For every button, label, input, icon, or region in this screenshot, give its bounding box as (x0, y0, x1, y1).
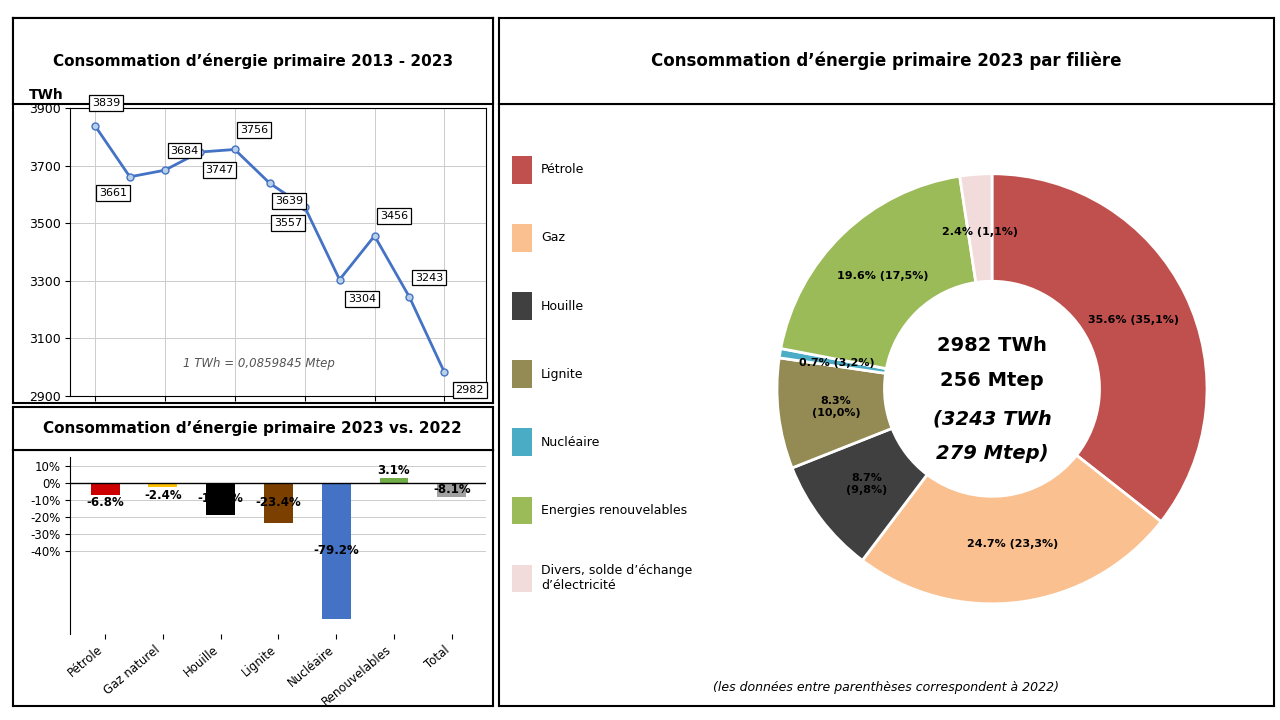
Text: 3557: 3557 (274, 218, 302, 228)
Text: 3684: 3684 (170, 145, 198, 156)
Text: Gaz: Gaz (541, 231, 566, 245)
Text: -23.4%: -23.4% (256, 496, 301, 510)
Text: Consommation d’énergie primaire 2023 vs. 2022: Consommation d’énergie primaire 2023 vs.… (44, 420, 462, 436)
Bar (148, 483, 178, 487)
Text: Consommation d’énergie primaire 2023 par filière: Consommation d’énergie primaire 2023 par… (652, 52, 1121, 71)
Text: 35.6% (35,1%): 35.6% (35,1%) (1088, 315, 1179, 325)
Text: 3639: 3639 (275, 196, 303, 206)
Text: 3756: 3756 (241, 125, 269, 135)
Wedge shape (792, 428, 927, 560)
Text: 3.1%: 3.1% (378, 464, 411, 477)
Bar (512, 428, 532, 456)
Bar (512, 564, 532, 593)
Bar (438, 483, 466, 497)
Text: 2982: 2982 (456, 385, 484, 395)
Text: 8.7%
(9,8%): 8.7% (9,8%) (846, 473, 888, 495)
Text: 3304: 3304 (348, 294, 376, 304)
Text: Houille: Houille (541, 300, 584, 312)
Bar (379, 477, 408, 483)
Bar (512, 156, 532, 184)
Text: 0.7% (3,2%): 0.7% (3,2%) (800, 358, 876, 368)
Text: 256 Mtep: 256 Mtep (941, 371, 1043, 390)
Bar (264, 483, 293, 523)
Text: 2982 TWh: 2982 TWh (937, 336, 1047, 355)
Text: Lignite: Lignite (541, 367, 584, 381)
Text: 8.3%
(10,0%): 8.3% (10,0%) (812, 396, 860, 418)
Text: 24.7% (23,3%): 24.7% (23,3%) (966, 539, 1057, 549)
Text: Pétrole: Pétrole (541, 163, 585, 176)
Bar (512, 225, 532, 252)
Text: Consommation d’énergie primaire 2013 - 2023: Consommation d’énergie primaire 2013 - 2… (52, 53, 453, 69)
Text: -6.8%: -6.8% (86, 496, 124, 509)
Text: Energies renouvelables: Energies renouvelables (541, 503, 687, 517)
Text: Divers, solde d’échange
d’électricité: Divers, solde d’échange d’électricité (541, 564, 692, 592)
Bar (321, 483, 351, 618)
Text: -18.5%: -18.5% (197, 492, 243, 505)
Text: 19.6% (17,5%): 19.6% (17,5%) (837, 271, 929, 281)
Text: 3243: 3243 (415, 273, 443, 282)
Bar (91, 483, 119, 495)
Text: -8.1%: -8.1% (433, 483, 471, 496)
Text: -79.2%: -79.2% (314, 544, 360, 557)
Text: 3456: 3456 (380, 211, 408, 221)
Wedge shape (960, 174, 992, 282)
Wedge shape (781, 176, 975, 369)
Text: (3243 TWh: (3243 TWh (933, 410, 1051, 428)
Bar (512, 361, 532, 388)
Bar (206, 483, 236, 515)
Text: -2.4%: -2.4% (145, 489, 182, 502)
Wedge shape (780, 348, 886, 373)
Text: 3839: 3839 (92, 98, 120, 108)
Text: 3747: 3747 (205, 165, 234, 175)
Wedge shape (992, 174, 1207, 522)
Text: TWh: TWh (29, 89, 64, 102)
Text: Nucléaire: Nucléaire (541, 436, 600, 449)
Text: 2.4% (1,1%): 2.4% (1,1%) (942, 228, 1018, 238)
Text: 3661: 3661 (100, 188, 127, 198)
Bar (512, 497, 532, 524)
Wedge shape (863, 455, 1161, 604)
Bar (512, 292, 532, 320)
Text: 1 TWh = 0,0859845 Mtep: 1 TWh = 0,0859845 Mtep (183, 357, 334, 370)
Wedge shape (777, 358, 892, 468)
Text: (les données entre parenthèses correspondent à 2022): (les données entre parenthèses correspon… (713, 680, 1060, 693)
Text: 279 Mtep): 279 Mtep) (936, 444, 1048, 463)
